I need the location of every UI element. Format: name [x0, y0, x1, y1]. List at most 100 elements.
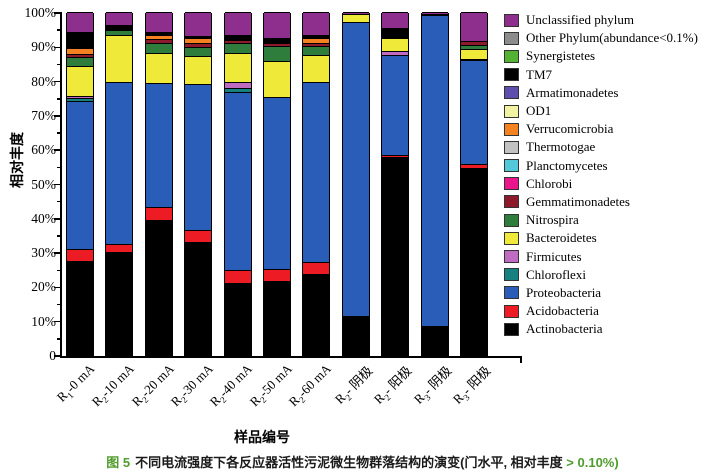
- legend-label: Verrucomicrobia: [526, 121, 614, 137]
- x-category-subscript: 2: [100, 394, 111, 405]
- stacked-bar: [66, 12, 94, 356]
- legend-item: Acidobacteria: [504, 302, 698, 320]
- y-major-tick: [54, 355, 60, 357]
- bar-segment: [264, 96, 290, 269]
- bar-segment: [67, 96, 93, 99]
- legend-label: Synergistetes: [526, 48, 596, 64]
- y-major-tick: [54, 286, 60, 289]
- bar-segment: [106, 252, 133, 355]
- y-tick-label: 100%: [24, 5, 57, 20]
- bar-segment: [185, 55, 212, 85]
- x-category-subscript: 2: [257, 394, 269, 405]
- y-major-tick: [54, 12, 60, 14]
- bar-segment: [224, 91, 251, 271]
- bar-segment: [185, 46, 212, 56]
- legend-color-swatch: [504, 177, 519, 191]
- bar-segment: [421, 13, 448, 16]
- x-category-label: R2- 阴极: [331, 363, 376, 407]
- legend-item: Bacteroidetes: [504, 229, 698, 247]
- x-category-label: R2-60 mA: [285, 361, 335, 410]
- bar-segment: [264, 12, 290, 38]
- stacked-bar: [223, 12, 252, 356]
- legend-color-swatch: [504, 268, 519, 282]
- bar-segment: [461, 41, 487, 46]
- bar-segment: [421, 15, 448, 326]
- y-minor-tick: [57, 269, 60, 271]
- y-tick-label: 40%: [31, 210, 56, 226]
- bar-segment: [382, 55, 409, 156]
- x-category-subscript: 2: [343, 392, 354, 403]
- stacked-bar: [460, 12, 488, 356]
- x-category-subscript: 2: [382, 392, 394, 403]
- y-tick-label: 20%: [31, 279, 56, 295]
- y-minor-tick: [57, 132, 60, 134]
- legend-color-swatch: [504, 140, 519, 154]
- legend-label: Chlorobi: [526, 175, 573, 191]
- legend-color-swatch: [504, 86, 519, 100]
- legend-item: Gemmatimonadetes: [504, 193, 698, 211]
- bar-segment: [224, 82, 251, 89]
- legend-label: Bacteroidetes: [526, 230, 597, 246]
- x-category-label: R2-20 mA: [128, 361, 177, 410]
- legend-label: Planctomycetes: [526, 157, 608, 173]
- bar-segment: [145, 12, 172, 32]
- bar-segment: [224, 34, 251, 41]
- y-major-tick: [54, 46, 60, 49]
- bar-segment: [224, 12, 251, 35]
- stacked-bar: [263, 12, 291, 356]
- legend-item: Verrucomicrobia: [504, 120, 698, 138]
- y-major-tick: [54, 149, 60, 151]
- legend-color-swatch: [504, 304, 519, 318]
- y-tick-label: 60%: [31, 142, 56, 158]
- legend-color-swatch: [504, 250, 519, 264]
- stacked-bar: [302, 12, 331, 356]
- bar-segment: [145, 31, 172, 35]
- bar-segment: [67, 48, 93, 54]
- legend-color-swatch: [504, 49, 519, 63]
- legend-item: Actinobacteria: [504, 320, 698, 338]
- bar-segment: [303, 34, 330, 39]
- legend-label: Nitrospira: [526, 212, 579, 228]
- x-category-label: R2- 阳极: [371, 363, 415, 407]
- x-category-label: R3- 阴极: [410, 363, 455, 407]
- legend-color-swatch: [504, 322, 519, 336]
- legend-label: Actinobacteria: [526, 321, 603, 337]
- legend-color-swatch: [504, 31, 519, 45]
- legend-label: Gemmatimonadetes: [526, 193, 630, 209]
- bar-segment: [106, 12, 133, 26]
- bar-segment: [303, 81, 330, 263]
- y-minor-tick: [57, 200, 60, 203]
- bar-segment: [145, 83, 172, 207]
- y-major-tick: [54, 80, 60, 83]
- y-minor-tick: [57, 303, 60, 306]
- bar-segment: [106, 25, 133, 31]
- bar-segment: [224, 88, 251, 92]
- bar-segment: [224, 53, 251, 83]
- bar-segment: [461, 12, 487, 42]
- bar-segment: [224, 270, 251, 283]
- stacked-bar: [105, 12, 134, 356]
- legend-item: OD1: [504, 102, 698, 120]
- legend-item: Synergistetes: [504, 47, 698, 65]
- bar-segment: [382, 12, 409, 28]
- legend-label: Proteobacteria: [526, 284, 602, 300]
- x-category-subscript: 2: [218, 394, 229, 405]
- y-tick-label: 80%: [31, 73, 56, 89]
- legend-item: Armatimonadetes: [504, 84, 698, 102]
- bar-segment: [264, 37, 290, 43]
- legend-label: Other Phylum(abundance<0.1%): [526, 30, 698, 46]
- caption-text: 不同电流强度下各反应器活性污泥微生物群落结构的演变(门水平, 相对丰度: [135, 455, 567, 470]
- bar-segment: [264, 268, 290, 282]
- legend-item: Planctomycetes: [504, 157, 698, 175]
- bar-segment: [145, 206, 172, 221]
- bar-segment: [67, 65, 93, 97]
- x-category-subscript: 2: [139, 394, 150, 405]
- legend-label: Thermotogae: [526, 139, 596, 155]
- bar-segment: [185, 84, 212, 230]
- bar-segment: [106, 243, 133, 253]
- legend-label: Armatimonadetes: [526, 84, 619, 100]
- y-minor-tick: [57, 63, 60, 66]
- x-category-label: R2-10 mA: [88, 361, 138, 410]
- stacked-bar: [184, 12, 213, 356]
